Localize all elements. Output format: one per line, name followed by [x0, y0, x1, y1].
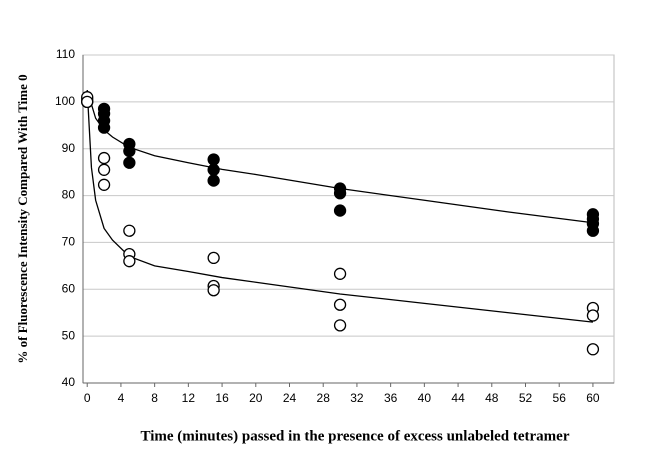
x-tick-label: 44: [451, 391, 465, 405]
data-point: [207, 284, 220, 297]
x-tick-label: 0: [84, 391, 91, 405]
x-tick-label: 16: [215, 391, 229, 405]
x-tick-label: 28: [317, 391, 331, 405]
data-point: [81, 95, 94, 109]
data-point: [586, 309, 600, 322]
x-tick-label: 8: [151, 391, 158, 405]
data-point: [333, 319, 347, 332]
x-tick-label: 60: [586, 391, 600, 405]
data-point: [97, 178, 111, 191]
data-point: [333, 298, 347, 311]
x-tick-label: 52: [519, 391, 533, 405]
y-tick-label: 40: [62, 375, 76, 389]
fit-curve: [86, 90, 594, 323]
data-point: [333, 204, 347, 217]
y-tick-label: 100: [55, 94, 75, 108]
x-axis-title: Time (minutes) passed in the presence of…: [141, 428, 570, 444]
y-tick-label: 50: [62, 328, 76, 342]
plot-frame: [82, 54, 615, 384]
data-point: [123, 224, 136, 237]
data-point: [207, 153, 220, 166]
data-point: [123, 255, 136, 268]
x-tick-label: 48: [485, 391, 499, 405]
y-tick-label: 110: [56, 47, 75, 61]
y-tick-label: 80: [62, 188, 76, 202]
x-tick-label: 24: [283, 391, 297, 405]
x-tick-label: 56: [553, 391, 567, 405]
data-point: [333, 267, 347, 280]
y-tick-label: 70: [62, 235, 76, 249]
data-point: [586, 224, 600, 237]
x-tick-label: 4: [118, 391, 125, 405]
data-point: [586, 343, 600, 356]
y-tick-label: 60: [62, 281, 76, 295]
x-tick-label: 20: [249, 391, 263, 405]
data-point: [123, 156, 136, 169]
fit-curve: [86, 89, 594, 224]
x-tick-label: 12: [182, 391, 196, 405]
data-point: [207, 174, 220, 187]
data-point: [207, 251, 220, 265]
x-tick-label: 32: [350, 391, 364, 405]
data-point: [333, 187, 347, 200]
y-axis-title: % of Fluorescence Intensity Compared Wit…: [15, 74, 30, 363]
x-tick-label: 36: [384, 391, 398, 405]
x-tick-label: 40: [418, 391, 432, 405]
data-point: [123, 144, 136, 158]
data-point: [97, 163, 111, 176]
y-tick-label: 90: [62, 141, 76, 155]
data-point: [97, 151, 111, 165]
data-point: [207, 163, 220, 176]
data-point: [97, 121, 111, 134]
